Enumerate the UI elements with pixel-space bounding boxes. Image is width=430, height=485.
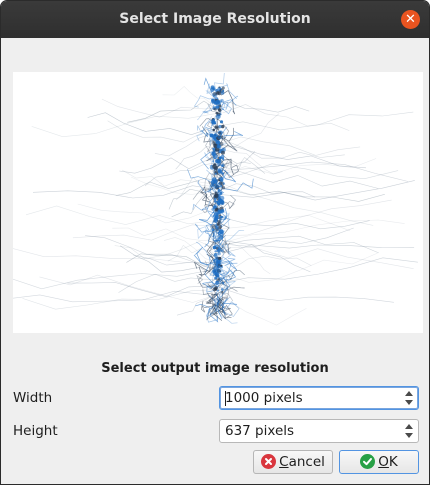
cancel-label: Cancel	[279, 454, 325, 470]
width-stepper[interactable]	[404, 389, 416, 407]
height-label: Height	[13, 423, 58, 439]
increment-arrow-icon[interactable]	[405, 391, 413, 396]
close-icon[interactable]: ✕	[401, 10, 420, 29]
image-preview	[13, 72, 423, 333]
height-value[interactable]: 637 pixels	[225, 423, 295, 439]
cancel-icon	[261, 454, 277, 469]
ok-label: OK	[378, 454, 398, 470]
ok-check-icon	[360, 454, 376, 469]
increment-arrow-icon[interactable]	[405, 424, 413, 429]
width-label: Width	[13, 390, 53, 406]
decrement-arrow-icon[interactable]	[405, 433, 413, 438]
section-heading: Select output image resolution	[101, 361, 329, 376]
height-stepper[interactable]	[404, 422, 416, 440]
width-value[interactable]: 1000 pixels	[225, 390, 303, 406]
title-bar[interactable]: Select Image Resolution ✕	[1, 1, 429, 38]
decrement-arrow-icon[interactable]	[405, 400, 413, 405]
height-spinbox[interactable]: 637 pixels	[219, 419, 419, 443]
text-caret	[225, 391, 226, 406]
width-spinbox[interactable]: 1000 pixels	[219, 386, 419, 410]
neuron-image	[13, 72, 418, 326]
ok-button[interactable]: OK	[339, 450, 419, 474]
dialog-title: Select Image Resolution	[119, 11, 311, 27]
cancel-button[interactable]: Cancel	[253, 450, 333, 474]
